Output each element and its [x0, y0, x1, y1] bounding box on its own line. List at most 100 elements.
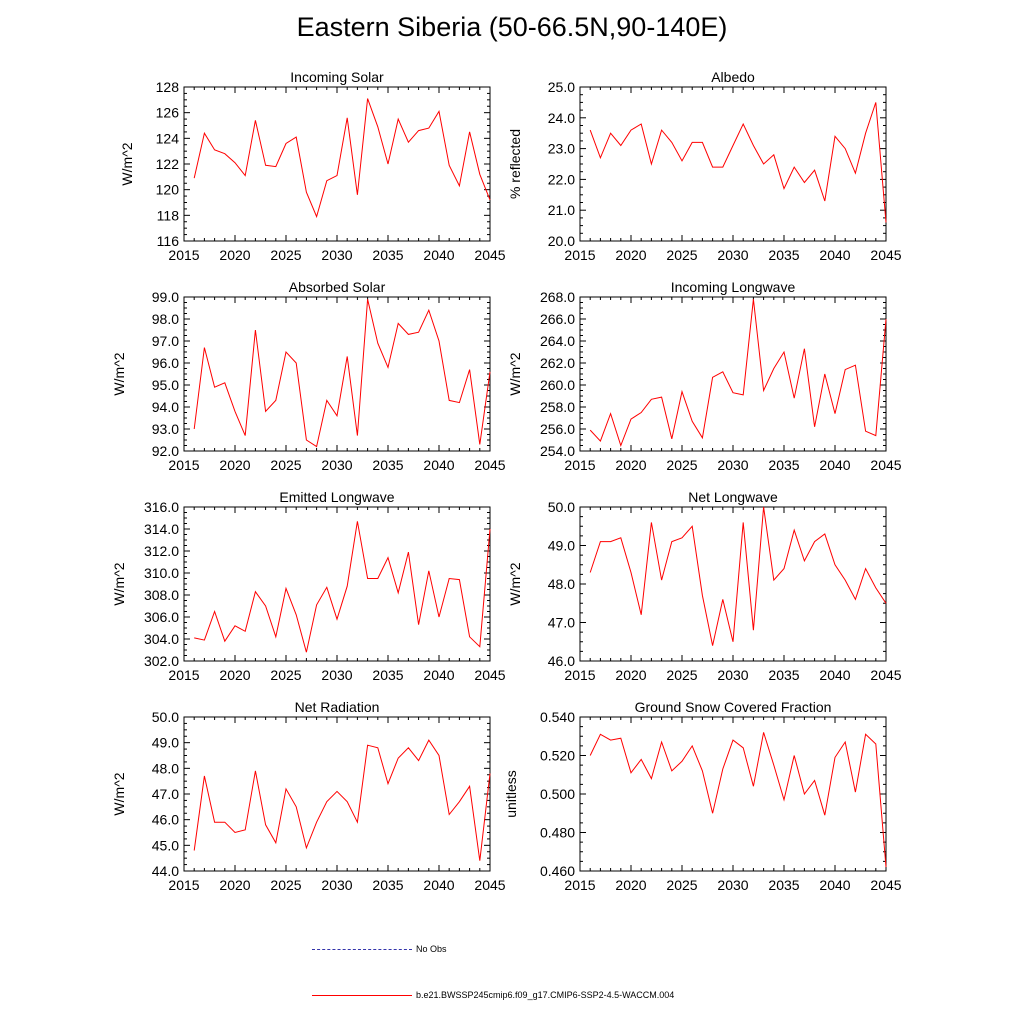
plot-frame [579, 86, 887, 242]
y-tick-label: 260.0 [540, 377, 575, 393]
x-tick-label: 2030 [321, 667, 352, 683]
y-axis-label: W/m^2 [507, 352, 523, 395]
series-line [589, 732, 887, 868]
y-tick-label: 47.0 [152, 786, 179, 802]
x-tick-label: 2025 [666, 667, 697, 683]
chart-title: Albedo [711, 69, 755, 85]
y-tick-label: 45.0 [152, 837, 179, 853]
y-tick-label: 99.0 [152, 289, 179, 305]
chart-panel-7: Net Radiation 2015 2020 2025 2030 2035 2040 204… [111, 699, 506, 893]
series-line [589, 506, 887, 646]
x-tick-label: 2045 [870, 247, 901, 263]
y-axis-label: % reflected [507, 129, 523, 199]
x-tick-label: 2025 [270, 457, 301, 473]
legend-obs-label: No Obs [416, 944, 447, 954]
x-tick-label: 2045 [870, 877, 901, 893]
y-tick-label: 0.460 [540, 863, 575, 879]
x-tick-label: 2045 [474, 247, 505, 263]
x-tick-label: 2015 [168, 667, 199, 683]
series-line [194, 521, 491, 653]
x-tick-label: 2015 [564, 457, 595, 473]
x-tick-label: 2030 [717, 247, 748, 263]
legend-obs-line [312, 948, 412, 950]
x-tick-label: 2015 [168, 247, 199, 263]
x-tick-label: 2040 [819, 247, 850, 263]
y-tick-label: 126 [156, 105, 180, 121]
y-tick-label: 46.0 [152, 812, 179, 828]
x-tick-label: 2025 [270, 667, 301, 683]
chart-panel-6: Net Longwave 2015 2020 2025 2030 2035 2040 2045… [507, 489, 902, 683]
y-tick-label: 116 [157, 233, 180, 249]
y-tick-label: 25.0 [548, 79, 575, 95]
x-tick-label: 2040 [819, 877, 850, 893]
chart-panel-2: Albedo 2015 2020 2025 2030 2035 2040 2045 20.0 21… [507, 69, 902, 263]
y-tick-label: 50.0 [548, 499, 575, 515]
y-tick-label: 0.520 [540, 748, 575, 764]
y-tick-label: 310.0 [144, 565, 179, 581]
y-tick-label: 94.0 [152, 399, 179, 415]
y-tick-label: 120 [156, 182, 180, 198]
y-axis-label: W/m^2 [111, 352, 127, 395]
x-tick-label: 2020 [615, 457, 646, 473]
x-tick-label: 2040 [423, 667, 454, 683]
y-tick-label: 24.0 [548, 110, 575, 126]
x-tick-label: 2030 [321, 457, 352, 473]
y-tick-label: 98.0 [152, 311, 179, 327]
y-tick-label: 46.0 [548, 653, 575, 669]
y-tick-label: 48.0 [152, 760, 179, 776]
chart-title: Incoming Longwave [671, 279, 796, 295]
y-tick-label: 44.0 [152, 863, 179, 879]
x-tick-label: 2035 [768, 457, 799, 473]
chart-title: Ground Snow Covered Fraction [635, 699, 832, 715]
x-tick-label: 2025 [666, 457, 697, 473]
legend-obs: No Obs [312, 944, 447, 954]
x-tick-label: 2020 [219, 457, 250, 473]
y-axis-label: W/m^2 [507, 562, 523, 605]
x-tick-label: 2040 [423, 877, 454, 893]
x-tick-label: 2025 [270, 247, 301, 263]
x-tick-label: 2030 [321, 247, 352, 263]
legend-model-label: b.e21.BWSSP245cmip6.f09_g17.CMIP6-SSP2-4… [416, 990, 675, 1000]
x-tick-label: 2045 [474, 667, 505, 683]
y-tick-label: 302.0 [144, 653, 179, 669]
series-line [193, 98, 491, 219]
y-tick-label: 118 [157, 207, 180, 223]
y-tick-label: 97.0 [152, 333, 179, 349]
y-tick-label: 128 [156, 79, 180, 95]
x-tick-label: 2020 [615, 667, 646, 683]
x-tick-label: 2035 [768, 877, 799, 893]
chart-title: Emitted Longwave [279, 489, 394, 505]
y-tick-label: 22.0 [548, 171, 575, 187]
plot-frame [183, 506, 491, 662]
y-tick-label: 95.0 [152, 377, 179, 393]
chart-title: Absorbed Solar [289, 279, 386, 295]
chart-title: Net Radiation [295, 699, 380, 715]
x-tick-label: 2015 [564, 667, 595, 683]
y-tick-label: 50.0 [152, 709, 179, 725]
y-tick-label: 92.0 [152, 443, 179, 459]
y-tick-label: 0.540 [540, 709, 575, 725]
y-tick-label: 93.0 [152, 421, 179, 437]
x-tick-label: 2030 [717, 667, 748, 683]
y-tick-label: 262.0 [540, 355, 575, 371]
chart-panel-5: Emitted Longwave 2015 2020 2025 2030 2035 2040… [111, 489, 506, 683]
x-tick-label: 2035 [768, 247, 799, 263]
x-tick-label: 2040 [423, 247, 454, 263]
y-tick-label: 23.0 [548, 141, 575, 157]
x-tick-label: 2020 [219, 247, 250, 263]
y-tick-label: 49.0 [152, 735, 179, 751]
x-tick-label: 2045 [870, 457, 901, 473]
y-axis-label: W/m^2 [111, 772, 127, 815]
chart-panel-4: Incoming Longwave 2015 2020 2025 2030 2035 204… [507, 279, 902, 473]
x-tick-label: 2020 [615, 247, 646, 263]
x-tick-label: 2020 [615, 877, 646, 893]
plot-frame [579, 296, 887, 452]
y-tick-label: 266.0 [540, 311, 575, 327]
y-tick-label: 122 [156, 156, 180, 172]
y-tick-label: 47.0 [548, 615, 575, 631]
y-tick-label: 96.0 [152, 355, 179, 371]
x-tick-label: 2030 [717, 457, 748, 473]
x-tick-label: 2040 [423, 457, 454, 473]
x-tick-label: 2035 [372, 877, 403, 893]
x-tick-label: 2025 [666, 877, 697, 893]
